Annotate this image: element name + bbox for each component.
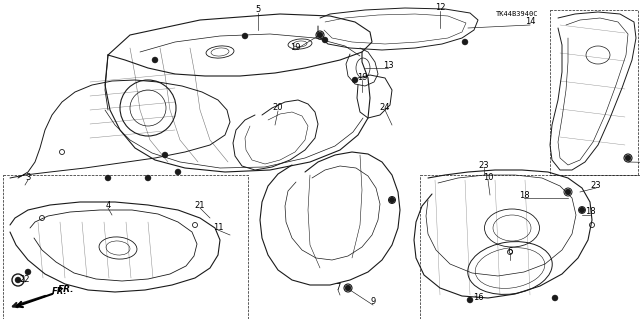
Text: 18: 18 (585, 207, 595, 217)
Text: 21: 21 (195, 201, 205, 210)
Text: 10: 10 (483, 174, 493, 182)
Circle shape (105, 175, 111, 181)
Text: 14: 14 (525, 18, 535, 26)
Circle shape (317, 32, 323, 38)
Text: 18: 18 (518, 190, 529, 199)
Text: 9: 9 (371, 298, 376, 307)
Circle shape (242, 33, 248, 39)
Text: 19: 19 (290, 43, 300, 53)
Circle shape (322, 37, 328, 43)
Circle shape (162, 152, 168, 158)
Circle shape (352, 77, 358, 83)
Circle shape (152, 57, 158, 63)
Circle shape (467, 297, 473, 303)
Text: 16: 16 (473, 293, 483, 302)
Circle shape (25, 269, 31, 275)
Text: 13: 13 (383, 61, 394, 70)
Circle shape (15, 277, 21, 283)
Text: 24: 24 (380, 103, 390, 113)
Text: 12: 12 (435, 4, 445, 12)
Text: 23: 23 (479, 160, 490, 169)
Text: 5: 5 (255, 5, 260, 14)
Text: TK44B3940C: TK44B3940C (496, 11, 538, 17)
Circle shape (175, 169, 181, 175)
Text: 6: 6 (508, 248, 513, 256)
Text: 4: 4 (106, 201, 111, 210)
Text: 20: 20 (273, 103, 284, 113)
Text: 7: 7 (335, 284, 340, 293)
Circle shape (579, 207, 585, 213)
Circle shape (389, 197, 395, 203)
Circle shape (462, 39, 468, 45)
Circle shape (625, 155, 631, 161)
Circle shape (145, 175, 151, 181)
Circle shape (565, 189, 571, 195)
Circle shape (345, 285, 351, 291)
Text: FR.: FR. (58, 286, 74, 294)
Text: 22: 22 (20, 276, 30, 285)
Circle shape (552, 295, 558, 301)
Text: 3: 3 (26, 174, 31, 182)
Text: 11: 11 (212, 224, 223, 233)
Text: FR.: FR. (52, 287, 67, 296)
Text: 23: 23 (591, 181, 602, 189)
Text: 19: 19 (356, 73, 367, 83)
